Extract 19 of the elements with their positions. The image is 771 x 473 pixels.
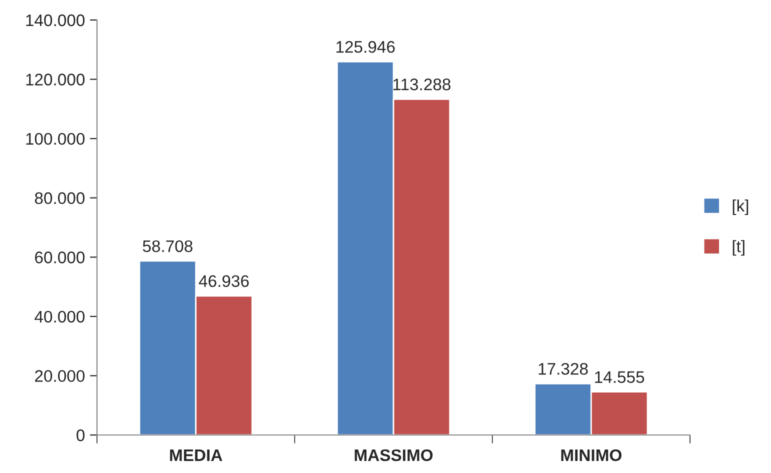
y-tick-label: 20.000 bbox=[35, 370, 85, 382]
data-label: 14.555 bbox=[595, 371, 644, 384]
x-tick-label: MEDIA bbox=[170, 450, 222, 461]
legend-label: [t] bbox=[732, 240, 744, 256]
y-tick-label: 80.000 bbox=[34, 192, 85, 204]
y-tick-label: 60.000 bbox=[35, 252, 85, 264]
data-label: 46.936 bbox=[198, 275, 249, 288]
x-tick-label: MINIMO bbox=[561, 449, 622, 462]
data-label: 58.708 bbox=[142, 240, 192, 252]
x-tick-label: MASSIMO bbox=[354, 449, 433, 462]
legend-label: [k] bbox=[732, 199, 748, 215]
y-tick-label: 100.000 bbox=[26, 132, 85, 145]
y-tick-label: 0 bbox=[76, 429, 85, 442]
data-label: 113.288 bbox=[393, 78, 450, 90]
data-label: 17.328 bbox=[538, 362, 588, 375]
y-tick-label: 40.000 bbox=[34, 310, 85, 323]
data-label: 125.946 bbox=[336, 41, 395, 53]
y-tick-label: 140.000 bbox=[26, 14, 85, 26]
y-tick-label: 120.000 bbox=[26, 74, 85, 86]
